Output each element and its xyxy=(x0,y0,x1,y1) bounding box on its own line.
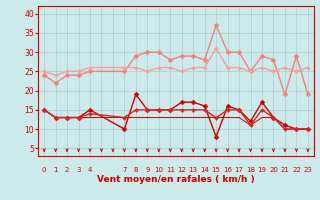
X-axis label: Vent moyen/en rafales ( km/h ): Vent moyen/en rafales ( km/h ) xyxy=(97,174,255,184)
